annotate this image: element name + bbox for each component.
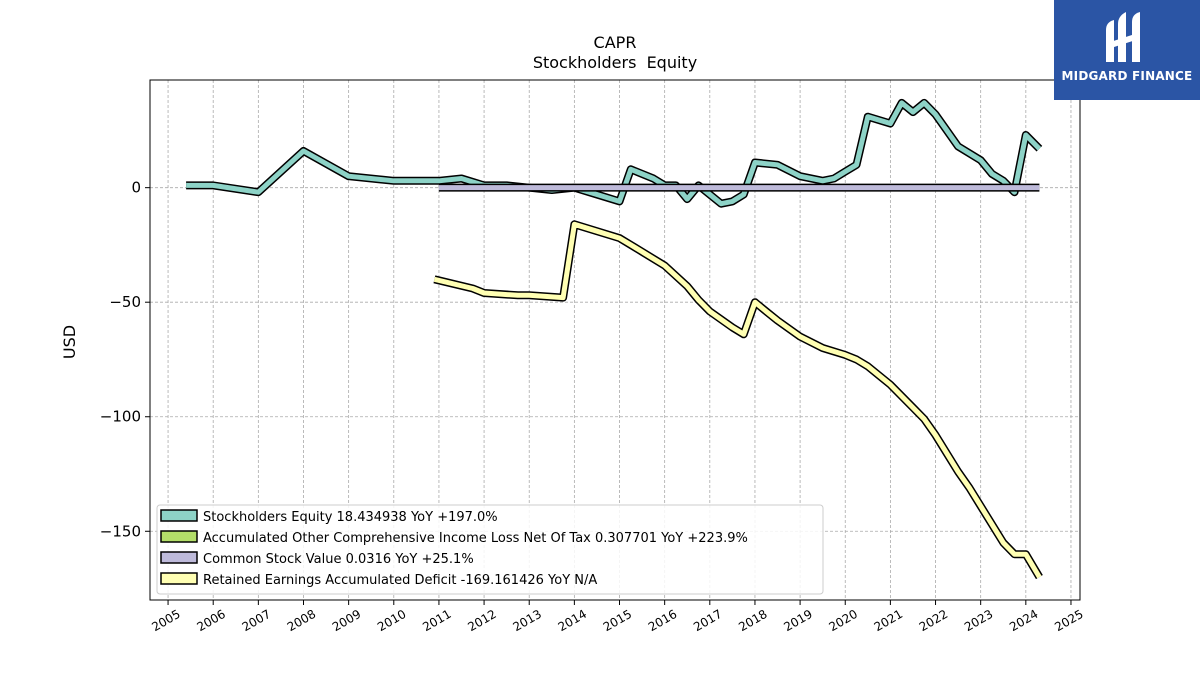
y-axis-label: USD: [60, 325, 79, 359]
chart-title: CAPR: [594, 33, 637, 52]
midgard-logo: MIDGARD FINANCE: [1054, 0, 1200, 100]
x-tick-label: 2008: [285, 607, 318, 634]
x-tick-label: 2023: [962, 607, 995, 634]
legend-label-2: Common Stock Value 0.0316 YoY +25.1%: [203, 552, 474, 567]
x-tick-label: 2024: [1007, 607, 1040, 634]
y-tick-label: −100: [100, 408, 141, 426]
legend-label-0: Stockholders Equity 18.434938 YoY +197.0…: [203, 510, 498, 525]
x-tick-label: 2015: [601, 607, 634, 634]
legend-swatch-0: [160, 509, 198, 522]
x-tick-label: 2011: [420, 607, 453, 634]
y-tick-label: −50: [109, 293, 141, 311]
x-tick-label: 2014: [556, 607, 589, 634]
x-tick-label: 2025: [1052, 607, 1085, 634]
legend-swatch-1: [160, 530, 198, 543]
x-tick-label: 2007: [240, 607, 273, 634]
series-lines: [186, 98, 1043, 580]
x-tick-label: 2010: [375, 607, 408, 634]
legend-label-1: Accumulated Other Comprehensive Income L…: [203, 531, 748, 546]
x-tick-label: 2006: [194, 607, 227, 634]
chart-subtitle: Stockholders Equity: [533, 53, 697, 72]
x-tick-label: 2005: [149, 607, 182, 634]
logo-text: MIDGARD FINANCE: [1061, 69, 1193, 83]
x-tick-label: 2018: [736, 607, 769, 634]
legend-label-3: Retained Earnings Accumulated Deficit -1…: [203, 573, 597, 588]
series-line-3: [433, 221, 1042, 579]
x-tick-label: 2019: [781, 607, 814, 634]
y-tick-label: −150: [100, 522, 141, 540]
x-tick-label: 2016: [646, 607, 679, 634]
series-line-0: [186, 100, 1042, 207]
y-tick-label: 0: [131, 179, 141, 197]
x-tick-label: 2009: [330, 607, 363, 634]
x-tick-label: 2021: [872, 607, 905, 634]
legend-swatch-3: [160, 572, 198, 585]
x-tick-label: 2020: [827, 607, 860, 634]
x-tick-label: 2017: [691, 607, 724, 634]
x-tick-label: 2022: [917, 607, 950, 634]
logo-mark-icon: [1106, 12, 1140, 62]
legend-box: [156, 504, 824, 595]
x-tick-label: 2013: [510, 607, 543, 634]
x-tick-label: 2012: [465, 607, 498, 634]
legend: Stockholders Equity 18.434938 YoY +197.0…: [156, 504, 824, 595]
plot-frame: [149, 79, 1081, 601]
legend-swatch-2: [160, 551, 198, 564]
